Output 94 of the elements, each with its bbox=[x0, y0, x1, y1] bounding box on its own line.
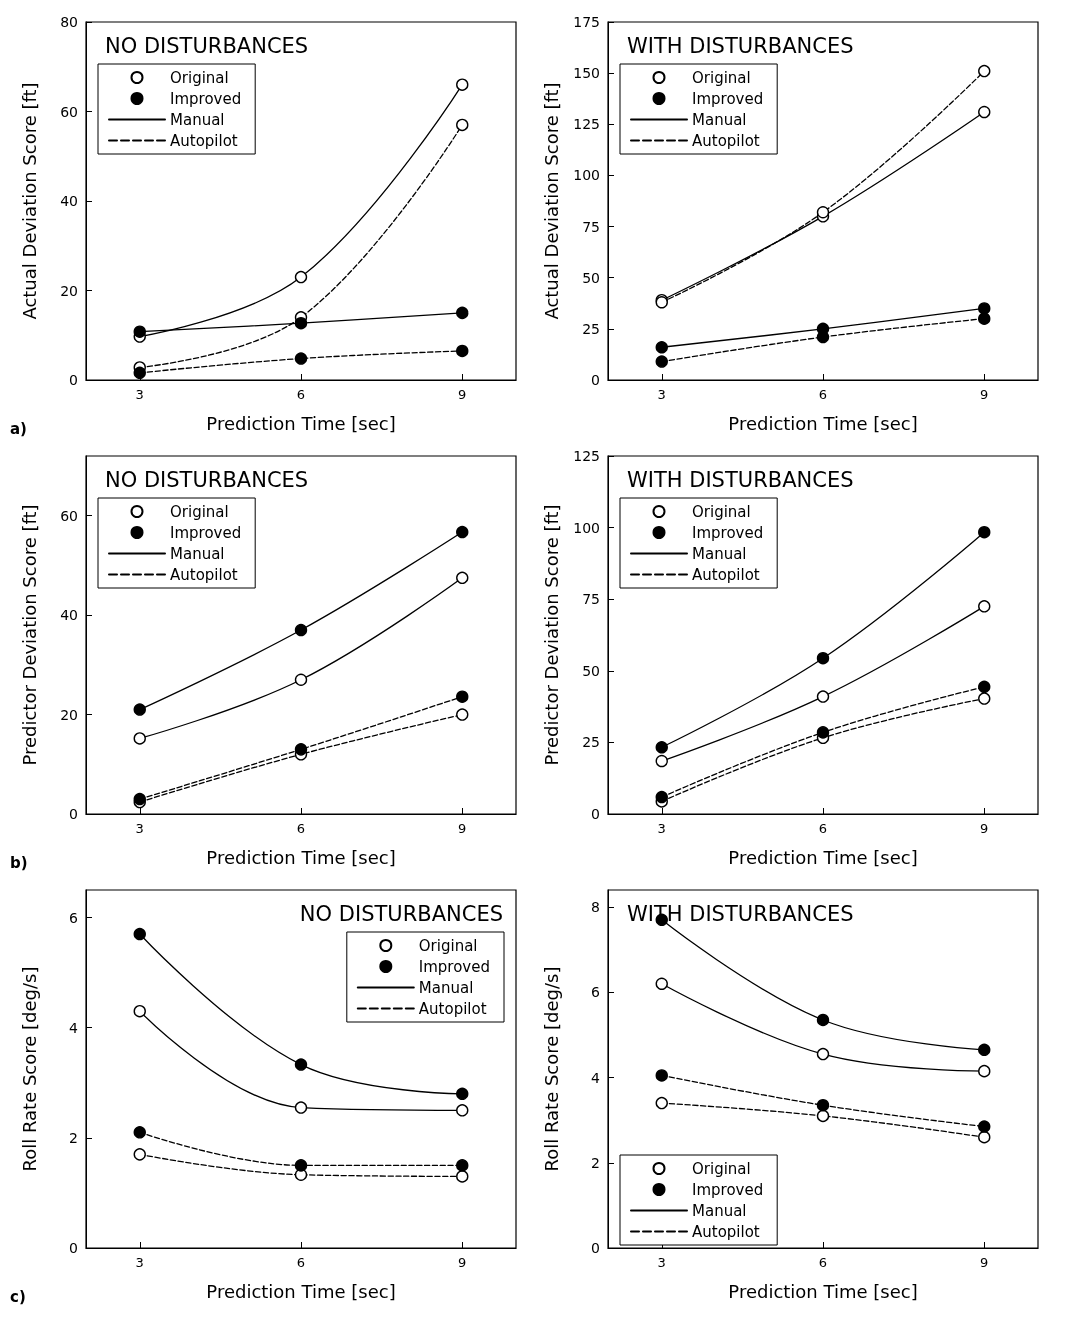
y-tick-label: 0 bbox=[69, 372, 78, 388]
x-tick-label: 9 bbox=[458, 387, 467, 402]
x-tick-label: 6 bbox=[818, 387, 828, 402]
y-tick-label: 125 bbox=[573, 116, 600, 133]
y-axis-title: Roll Rate Score [deg/s] bbox=[540, 966, 562, 1172]
legend-label: Manual bbox=[170, 110, 225, 129]
legend-label: Original bbox=[692, 1159, 751, 1178]
legend-label: Autopilot bbox=[170, 565, 238, 584]
text: WITH DISTURBANCES bbox=[627, 467, 854, 492]
y-tick-label: 25 bbox=[582, 320, 600, 337]
x-axis-title: Prediction Time [sec] bbox=[728, 412, 918, 434]
y-tick-label: 100 bbox=[573, 519, 600, 536]
legend-label: Improved bbox=[692, 523, 764, 542]
y-tick-label: 2 bbox=[69, 1129, 78, 1146]
text: NO DISTURBANCES bbox=[105, 467, 309, 492]
legend-label: Original bbox=[170, 68, 229, 87]
y-tick-label: 0 bbox=[69, 806, 78, 822]
y-axis-title: Roll Rate Score [deg/s] bbox=[18, 966, 40, 1172]
legend-label: Original bbox=[170, 502, 229, 521]
x-tick-label: 6 bbox=[296, 821, 306, 836]
legend-label: Manual bbox=[692, 110, 747, 129]
x-axis-title: Prediction Time [sec] bbox=[206, 1280, 396, 1302]
legend-label: Autopilot bbox=[692, 131, 760, 150]
y-tick-label: 125 bbox=[573, 448, 600, 464]
legend-label: Manual bbox=[692, 1201, 747, 1220]
y-tick-label: 6 bbox=[69, 909, 79, 926]
y-tick-label: 2 bbox=[591, 1154, 600, 1171]
x-tick-label: 6 bbox=[296, 387, 306, 402]
y-tick-label: 0 bbox=[69, 1240, 78, 1256]
x-tick-label: 9 bbox=[458, 821, 467, 836]
x-tick-label: 6 bbox=[818, 821, 828, 836]
x-tick-label: 9 bbox=[980, 1255, 989, 1270]
y-tick-label: 0 bbox=[591, 806, 600, 822]
y-tick-label: 25 bbox=[582, 734, 600, 751]
text: c) bbox=[10, 1287, 26, 1306]
legend-label: Improved bbox=[170, 523, 242, 542]
text: b) bbox=[10, 853, 28, 872]
y-axis-title: Predictor Deviation Score [ft] bbox=[18, 504, 40, 766]
legend-label: Original bbox=[692, 68, 751, 87]
y-tick-label: 8 bbox=[591, 899, 600, 916]
y-tick-label: 0 bbox=[591, 1240, 600, 1256]
y-axis-title: Actual Deviation Score [ft] bbox=[540, 82, 562, 320]
text: WITH DISTURBANCES bbox=[627, 33, 854, 58]
legend-label: Autopilot bbox=[692, 565, 760, 584]
y-tick-label: 75 bbox=[582, 218, 600, 235]
x-tick-label: 3 bbox=[135, 387, 144, 402]
legend-label: Original bbox=[418, 936, 478, 955]
legend-label: Autopilot bbox=[692, 1222, 760, 1241]
y-tick-label: 4 bbox=[69, 1019, 79, 1036]
y-tick-label: 40 bbox=[60, 607, 78, 624]
legend-label: Autopilot bbox=[418, 999, 487, 1018]
legend-label: Autopilot bbox=[170, 131, 238, 150]
x-tick-label: 3 bbox=[657, 387, 666, 402]
x-tick-label: 6 bbox=[296, 1255, 306, 1270]
x-tick-label: 3 bbox=[135, 1255, 144, 1270]
x-axis-title: Prediction Time [sec] bbox=[728, 1280, 918, 1302]
text: NO DISTURBANCES bbox=[105, 33, 309, 58]
x-axis-title: Prediction Time [sec] bbox=[728, 846, 918, 868]
y-tick-label: 175 bbox=[573, 14, 600, 30]
y-tick-label: 6 bbox=[591, 984, 601, 1001]
x-axis-title: Prediction Time [sec] bbox=[206, 846, 396, 868]
y-axis-title: Actual Deviation Score [ft] bbox=[18, 82, 40, 320]
y-tick-label: 20 bbox=[60, 706, 78, 723]
y-tick-label: 75 bbox=[582, 591, 600, 608]
text: NO DISTURBANCES bbox=[299, 901, 503, 926]
y-tick-label: 40 bbox=[60, 193, 78, 209]
y-tick-label: 150 bbox=[573, 65, 600, 82]
x-axis-title: Prediction Time [sec] bbox=[206, 412, 396, 434]
y-tick-label: 0 bbox=[591, 372, 600, 388]
y-tick-label: 100 bbox=[573, 167, 600, 184]
legend-label: Original bbox=[692, 502, 751, 521]
legend-label: Improved bbox=[692, 89, 764, 108]
y-axis-title: Predictor Deviation Score [ft] bbox=[540, 504, 562, 766]
x-tick-label: 9 bbox=[980, 387, 989, 402]
x-tick-label: 9 bbox=[458, 1255, 467, 1270]
legend-label: Manual bbox=[692, 544, 747, 563]
legend-label: Manual bbox=[418, 978, 474, 997]
legend-label: Improved bbox=[418, 957, 490, 976]
y-tick-label: 60 bbox=[60, 103, 78, 120]
y-tick-label: 50 bbox=[582, 662, 600, 679]
x-tick-label: 3 bbox=[657, 821, 666, 836]
legend-label: Improved bbox=[692, 1180, 764, 1199]
x-tick-label: 6 bbox=[818, 1255, 828, 1270]
y-tick-label: 20 bbox=[60, 282, 78, 299]
x-tick-label: 3 bbox=[135, 821, 144, 836]
x-tick-label: 3 bbox=[657, 1255, 666, 1270]
y-tick-label: 80 bbox=[60, 14, 78, 30]
text: a) bbox=[10, 419, 27, 438]
y-tick-label: 4 bbox=[591, 1069, 601, 1086]
legend-label: Improved bbox=[170, 89, 242, 108]
legend-label: Manual bbox=[170, 544, 225, 563]
x-tick-label: 9 bbox=[980, 821, 989, 836]
y-tick-label: 50 bbox=[582, 269, 600, 286]
y-tick-label: 60 bbox=[60, 507, 78, 524]
